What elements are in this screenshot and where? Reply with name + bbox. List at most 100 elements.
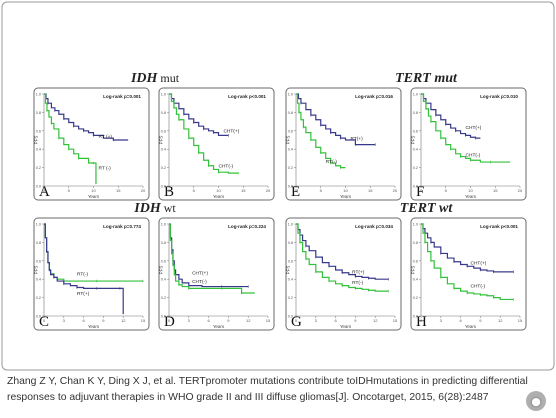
x-tick-label: 10 [468, 188, 473, 193]
y-tick-label: 0.8 [413, 241, 418, 245]
x-tick-label: 5 [68, 188, 71, 193]
y-tick-label: 0.0 [161, 185, 166, 189]
y-tick-label: 0.6 [36, 259, 41, 263]
caption-line-2: responses to adjuvant therapies in WHO g… [7, 392, 489, 403]
group-title-idh-mut-suffix: mut [157, 71, 179, 85]
logrank-annotation: Log-rank p=0.774 [103, 224, 141, 229]
km-curve-second [296, 223, 389, 292]
panel-letter: G [291, 314, 302, 330]
x-tick-label: 0 [43, 318, 46, 323]
panel-frame [410, 87, 527, 201]
wechat-icon: ● [526, 391, 546, 411]
y-axis-label: PFS [34, 266, 39, 275]
series-label: RT (+) [98, 134, 112, 140]
group-title-tert-wt: TERT wt [400, 201, 454, 216]
y-tick-label: 0.0 [288, 315, 293, 319]
panel-frame [410, 217, 527, 331]
y-tick-label: 0.2 [288, 296, 293, 300]
panel-frame [33, 217, 150, 331]
series-label: CHT(+) [223, 129, 239, 135]
km-panel-g: 0.0 0.2 0.4 0.6 0.8 1.0 0 3 6 9 12 15 PFS Years Log-ra… [285, 217, 402, 331]
series-label: CHT(+) [471, 260, 487, 266]
y-tick-label: 0.2 [413, 166, 418, 170]
x-tick-label: 5 [320, 188, 323, 193]
y-axis-label: PFS [34, 136, 39, 145]
series-label: RT(+) [352, 270, 365, 276]
series-label: CHT(-) [471, 283, 486, 289]
x-tick-label: 15 [393, 318, 398, 323]
y-axis-label: PFS [411, 266, 416, 275]
km-panel-c: 0.0 0.2 0.4 0.6 0.8 1.0 0 3 6 9 12 15 PFS Years Log-ra… [33, 217, 150, 331]
series-label: CHT(-) [219, 164, 234, 170]
series-label: RT(-) [326, 159, 338, 165]
y-tick-label: 0.6 [288, 259, 293, 263]
y-tick-label: 0.0 [161, 315, 166, 319]
group-title-idh-wt: IDH wt [133, 201, 176, 216]
series-label: CHT(-) [192, 279, 207, 285]
x-tick-label: 12 [246, 318, 251, 323]
group-title-tert-wt-base: TERT [400, 201, 437, 216]
y-tick-label: 0.6 [161, 129, 166, 133]
x-tick-label: 15 [493, 188, 498, 193]
panel-letter: A [39, 184, 50, 200]
y-tick-label: 1.0 [161, 223, 166, 227]
x-tick-label: 12 [121, 318, 126, 323]
y-axis-label: PFS [411, 136, 416, 145]
x-tick-label: 6 [334, 318, 337, 323]
km-curve-first [421, 93, 481, 139]
panel-letter: C [39, 314, 49, 330]
y-tick-label: 1.0 [413, 93, 418, 97]
caption-line-1: Zhang Z Y, Chan K Y, Ding X J, et al. TE… [7, 376, 528, 387]
x-tick-label: 0 [168, 188, 171, 193]
x-tick-label: 6 [82, 318, 85, 323]
km-panel-d: 0.0 0.2 0.4 0.6 0.8 1.0 0 3 6 9 12 15 PFS Years Log-ra… [158, 217, 275, 331]
series-label: CHT(+) [466, 125, 482, 131]
y-tick-label: 0.4 [161, 148, 166, 152]
x-tick-label: 15 [266, 318, 271, 323]
y-tick-label: 0.2 [161, 166, 166, 170]
x-tick-label: 20 [393, 188, 398, 193]
km-panel-a: 0.0 0.2 0.4 0.6 0.8 1.0 0 5 10 15 20 PFS Years Log-ra… [33, 87, 150, 201]
km-curve-second [296, 93, 346, 169]
x-tick-label: 3 [188, 318, 191, 323]
x-axis-label: Years [340, 194, 352, 199]
y-tick-label: 1.0 [161, 93, 166, 97]
group-title-tert-mut: TERT mut [395, 71, 458, 86]
x-tick-label: 20 [141, 188, 146, 193]
y-tick-label: 0.8 [161, 111, 166, 115]
y-tick-label: 1.0 [288, 223, 293, 227]
group-title-idh-mut: IDH mut [130, 71, 180, 86]
panel-frame [158, 217, 275, 331]
group-title-tert-mut-suffix: mut [431, 71, 458, 86]
x-axis-label: Years [340, 324, 352, 329]
x-tick-label: 15 [241, 188, 246, 193]
x-tick-label: 6 [207, 318, 210, 323]
y-tick-label: 0.2 [288, 166, 293, 170]
y-tick-label: 0.2 [413, 296, 418, 300]
x-tick-label: 20 [266, 188, 271, 193]
y-tick-label: 0.4 [161, 278, 166, 282]
panel-letter: H [416, 314, 427, 330]
y-tick-label: 0.8 [288, 241, 293, 245]
x-tick-label: 10 [343, 188, 348, 193]
km-panel-h: 0.0 0.2 0.4 0.6 0.8 1.0 0 3 6 9 12 15 PFS Years Log-ra… [410, 217, 527, 331]
y-axis-label: PFS [286, 136, 291, 145]
y-tick-label: 0.0 [288, 185, 293, 189]
y-tick-label: 0.0 [413, 185, 418, 189]
y-axis-label: PFS [286, 266, 291, 275]
x-tick-label: 10 [216, 188, 221, 193]
group-title-idh-mut-base: IDH [130, 71, 159, 86]
y-tick-label: 0.0 [36, 185, 41, 189]
y-tick-label: 1.0 [413, 223, 418, 227]
series-label: CHT(-) [466, 153, 481, 159]
y-tick-label: 0.8 [36, 241, 41, 245]
x-axis-label: Years [465, 324, 477, 329]
group-title-tert-mut-base: TERT [395, 71, 432, 86]
x-tick-label: 12 [373, 318, 378, 323]
logrank-annotation: Log-rank p<0.001 [480, 224, 518, 229]
y-tick-label: 0.4 [413, 148, 418, 152]
x-tick-label: 6 [459, 318, 462, 323]
group-title-idh-wt-suffix: wt [161, 201, 177, 215]
series-label: RT(+) [350, 136, 363, 142]
